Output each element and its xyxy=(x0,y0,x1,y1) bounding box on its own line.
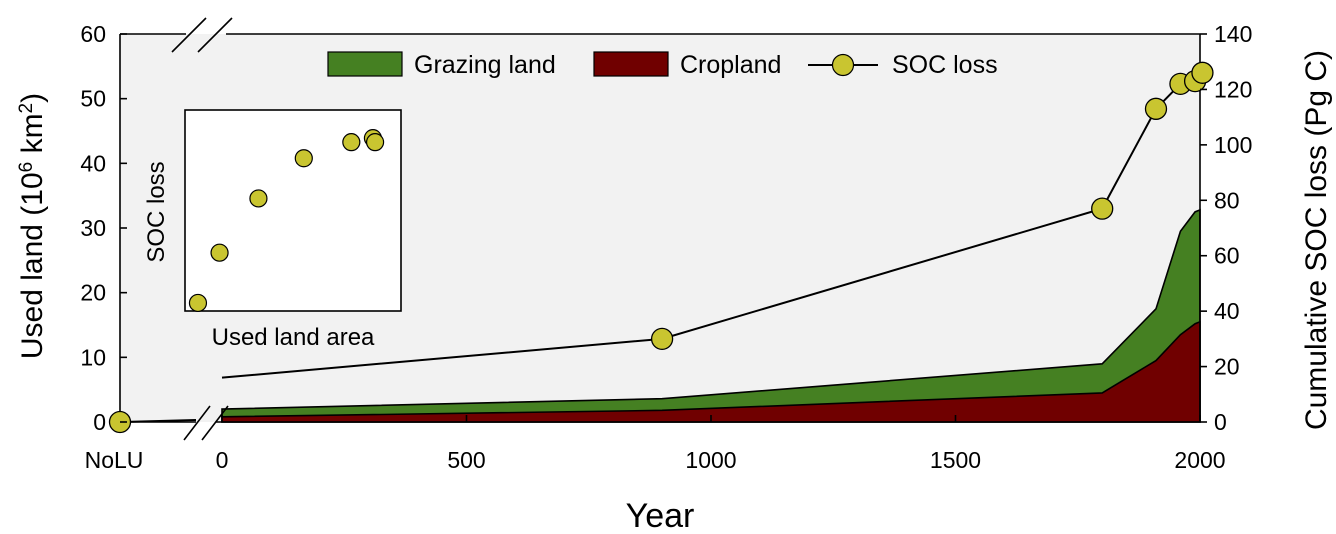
legend-label-soc-loss: SOC loss xyxy=(892,51,998,79)
tick-layer: 0 500 1000 1500 2000 0 10 20 30 40 50 60 0 20 40 60 80 10… xyxy=(80,21,1252,473)
inset-point xyxy=(342,133,361,152)
y-right-tick-label: 120 xyxy=(1214,76,1252,102)
soc-loss-point xyxy=(1191,61,1214,84)
inset-points xyxy=(188,129,385,313)
y-right-tick-label: 80 xyxy=(1214,187,1240,213)
y-left-tick-label: 30 xyxy=(80,215,106,241)
y-axis-left-label: Used land (106 km2) xyxy=(16,93,50,359)
x-tick-label: 0 xyxy=(216,447,229,473)
legend-swatch-grazing-land xyxy=(327,51,403,77)
y-axis-right-label: Cumulative SOC loss (Pg C) xyxy=(1300,50,1333,430)
x-axis-label: Year xyxy=(626,497,695,534)
y-left-tick-label: 20 xyxy=(80,280,106,306)
inset-chart: SOC loss Used land area xyxy=(143,109,402,351)
y-left-tick-label: 10 xyxy=(80,344,106,370)
nolu-tick-label: NoLU xyxy=(85,447,144,473)
y-left-tick-label: 50 xyxy=(80,86,106,112)
inset-point xyxy=(188,293,208,313)
inset-point xyxy=(365,133,385,152)
legend-marker-soc-loss xyxy=(831,53,855,77)
y-right-tick-label: 60 xyxy=(1214,243,1240,269)
x-tick-label: 500 xyxy=(447,447,485,473)
y-right-tick-label: 40 xyxy=(1214,298,1240,324)
y-right-tick-label: 20 xyxy=(1214,354,1240,380)
inset-frame xyxy=(184,109,402,312)
soc-loss-series xyxy=(108,61,1214,434)
inset-y-label: SOC loss xyxy=(143,161,170,262)
x-tick-label: 1500 xyxy=(930,447,981,473)
legend-label-grazing-land: Grazing land xyxy=(414,51,556,79)
inset-x-label: Used land area xyxy=(212,324,375,351)
y-left-tick-label: 40 xyxy=(80,150,106,176)
inset-point xyxy=(210,243,229,262)
soc-loss-point xyxy=(1144,97,1168,120)
soc-loss-point xyxy=(650,327,674,351)
soc-loss-point xyxy=(1091,197,1114,220)
y-right-tick-label: 100 xyxy=(1214,132,1252,158)
inset-point xyxy=(294,149,313,168)
x-tick-label: 1000 xyxy=(685,447,736,473)
legend: Grazing land Cropland SOC loss xyxy=(327,51,998,79)
axis-break-marks xyxy=(171,17,233,441)
inset-point xyxy=(249,189,268,208)
legend-label-cropland: Cropland xyxy=(680,51,781,79)
legend-swatch-cropland xyxy=(593,51,669,77)
y-left-tick-label: 60 xyxy=(80,21,106,47)
y-right-tick-label: 0 xyxy=(1214,409,1227,435)
y-left-tick-label: 0 xyxy=(93,409,106,435)
y-right-tick-label: 140 xyxy=(1214,21,1252,47)
x-tick-label: 2000 xyxy=(1174,447,1225,473)
